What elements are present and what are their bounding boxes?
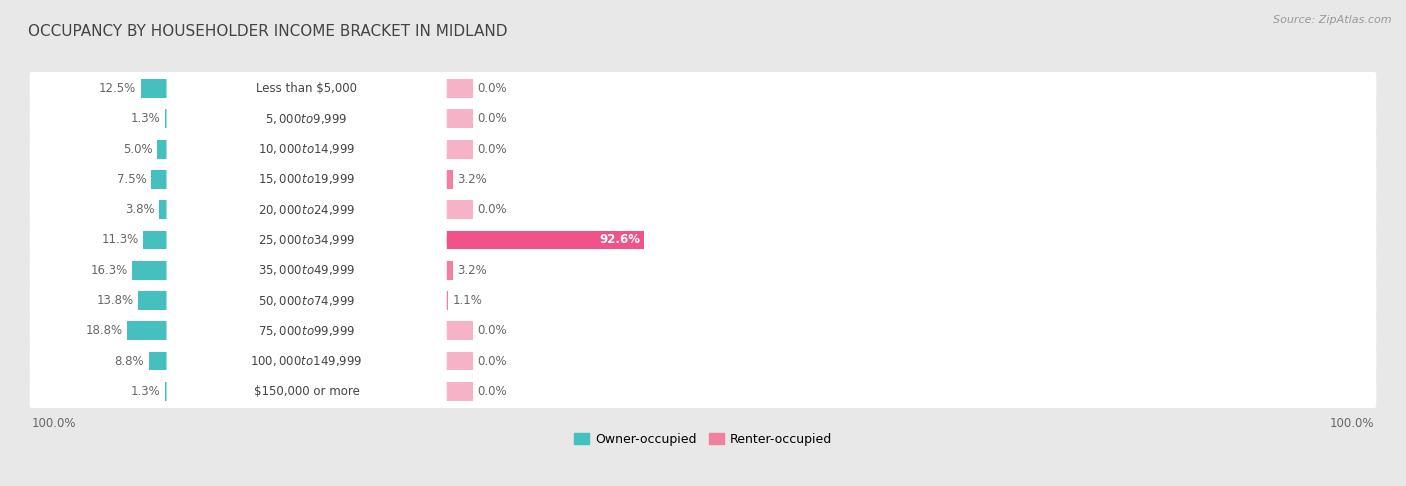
- Text: 0.0%: 0.0%: [477, 324, 506, 337]
- Text: 0.0%: 0.0%: [477, 203, 506, 216]
- Text: $150,000 or more: $150,000 or more: [253, 385, 360, 398]
- Bar: [127, 321, 167, 340]
- Bar: [165, 109, 167, 128]
- Text: $35,000 to $49,999: $35,000 to $49,999: [257, 263, 356, 277]
- Text: 0.0%: 0.0%: [477, 385, 506, 398]
- Text: 3.8%: 3.8%: [125, 203, 155, 216]
- Bar: [138, 291, 167, 310]
- Text: OCCUPANCY BY HOUSEHOLDER INCOME BRACKET IN MIDLAND: OCCUPANCY BY HOUSEHOLDER INCOME BRACKET …: [28, 24, 508, 39]
- FancyBboxPatch shape: [166, 138, 447, 161]
- Text: 1.3%: 1.3%: [131, 385, 160, 398]
- Bar: [446, 170, 453, 189]
- Text: 8.8%: 8.8%: [115, 355, 145, 367]
- Bar: [446, 352, 472, 370]
- Text: $5,000 to $9,999: $5,000 to $9,999: [266, 112, 347, 126]
- Bar: [446, 79, 472, 98]
- Text: 0.0%: 0.0%: [477, 112, 506, 125]
- Bar: [446, 261, 453, 279]
- Bar: [141, 79, 167, 98]
- Text: 3.2%: 3.2%: [457, 173, 486, 186]
- Bar: [446, 200, 472, 219]
- Bar: [446, 291, 449, 310]
- FancyBboxPatch shape: [166, 228, 447, 252]
- FancyBboxPatch shape: [30, 284, 1376, 317]
- FancyBboxPatch shape: [166, 349, 447, 373]
- FancyBboxPatch shape: [30, 133, 1376, 166]
- Bar: [159, 200, 167, 219]
- Bar: [446, 321, 472, 340]
- Text: $25,000 to $34,999: $25,000 to $34,999: [257, 233, 356, 247]
- Bar: [446, 140, 472, 158]
- FancyBboxPatch shape: [30, 224, 1376, 257]
- FancyBboxPatch shape: [30, 375, 1376, 408]
- Bar: [156, 140, 167, 158]
- Text: 0.0%: 0.0%: [477, 143, 506, 156]
- FancyBboxPatch shape: [166, 259, 447, 282]
- FancyBboxPatch shape: [30, 163, 1376, 196]
- Text: 100.0%: 100.0%: [31, 417, 76, 430]
- Text: $20,000 to $24,999: $20,000 to $24,999: [257, 203, 356, 217]
- FancyBboxPatch shape: [166, 77, 447, 101]
- FancyBboxPatch shape: [30, 102, 1376, 136]
- Bar: [152, 170, 167, 189]
- Bar: [446, 109, 472, 128]
- Text: 13.8%: 13.8%: [97, 294, 134, 307]
- Text: 1.3%: 1.3%: [131, 112, 160, 125]
- Text: $10,000 to $14,999: $10,000 to $14,999: [257, 142, 356, 156]
- Text: 100.0%: 100.0%: [1330, 417, 1375, 430]
- Text: 92.6%: 92.6%: [599, 233, 640, 246]
- Text: Source: ZipAtlas.com: Source: ZipAtlas.com: [1274, 15, 1392, 25]
- FancyBboxPatch shape: [166, 319, 447, 343]
- FancyBboxPatch shape: [30, 314, 1376, 347]
- Bar: [149, 352, 167, 370]
- Bar: [132, 261, 167, 279]
- Text: 3.2%: 3.2%: [457, 264, 486, 277]
- Text: 0.0%: 0.0%: [477, 82, 506, 95]
- Text: $100,000 to $149,999: $100,000 to $149,999: [250, 354, 363, 368]
- Text: 7.5%: 7.5%: [117, 173, 148, 186]
- Text: Less than $5,000: Less than $5,000: [256, 82, 357, 95]
- Text: $50,000 to $74,999: $50,000 to $74,999: [257, 294, 356, 308]
- Text: 11.3%: 11.3%: [101, 233, 139, 246]
- FancyBboxPatch shape: [30, 345, 1376, 378]
- FancyBboxPatch shape: [166, 198, 447, 222]
- Text: 1.1%: 1.1%: [453, 294, 482, 307]
- Bar: [165, 382, 167, 401]
- Bar: [446, 382, 472, 401]
- Bar: [446, 230, 644, 249]
- Text: $75,000 to $99,999: $75,000 to $99,999: [257, 324, 356, 338]
- Text: 16.3%: 16.3%: [91, 264, 128, 277]
- FancyBboxPatch shape: [30, 254, 1376, 287]
- FancyBboxPatch shape: [166, 289, 447, 312]
- FancyBboxPatch shape: [166, 107, 447, 131]
- Bar: [143, 230, 167, 249]
- FancyBboxPatch shape: [166, 380, 447, 403]
- Text: 12.5%: 12.5%: [98, 82, 136, 95]
- Text: 5.0%: 5.0%: [122, 143, 152, 156]
- Text: $15,000 to $19,999: $15,000 to $19,999: [257, 173, 356, 187]
- Text: 18.8%: 18.8%: [86, 324, 122, 337]
- FancyBboxPatch shape: [166, 168, 447, 191]
- FancyBboxPatch shape: [30, 193, 1376, 226]
- Legend: Owner-occupied, Renter-occupied: Owner-occupied, Renter-occupied: [568, 428, 838, 451]
- Text: 0.0%: 0.0%: [477, 355, 506, 367]
- FancyBboxPatch shape: [30, 72, 1376, 105]
